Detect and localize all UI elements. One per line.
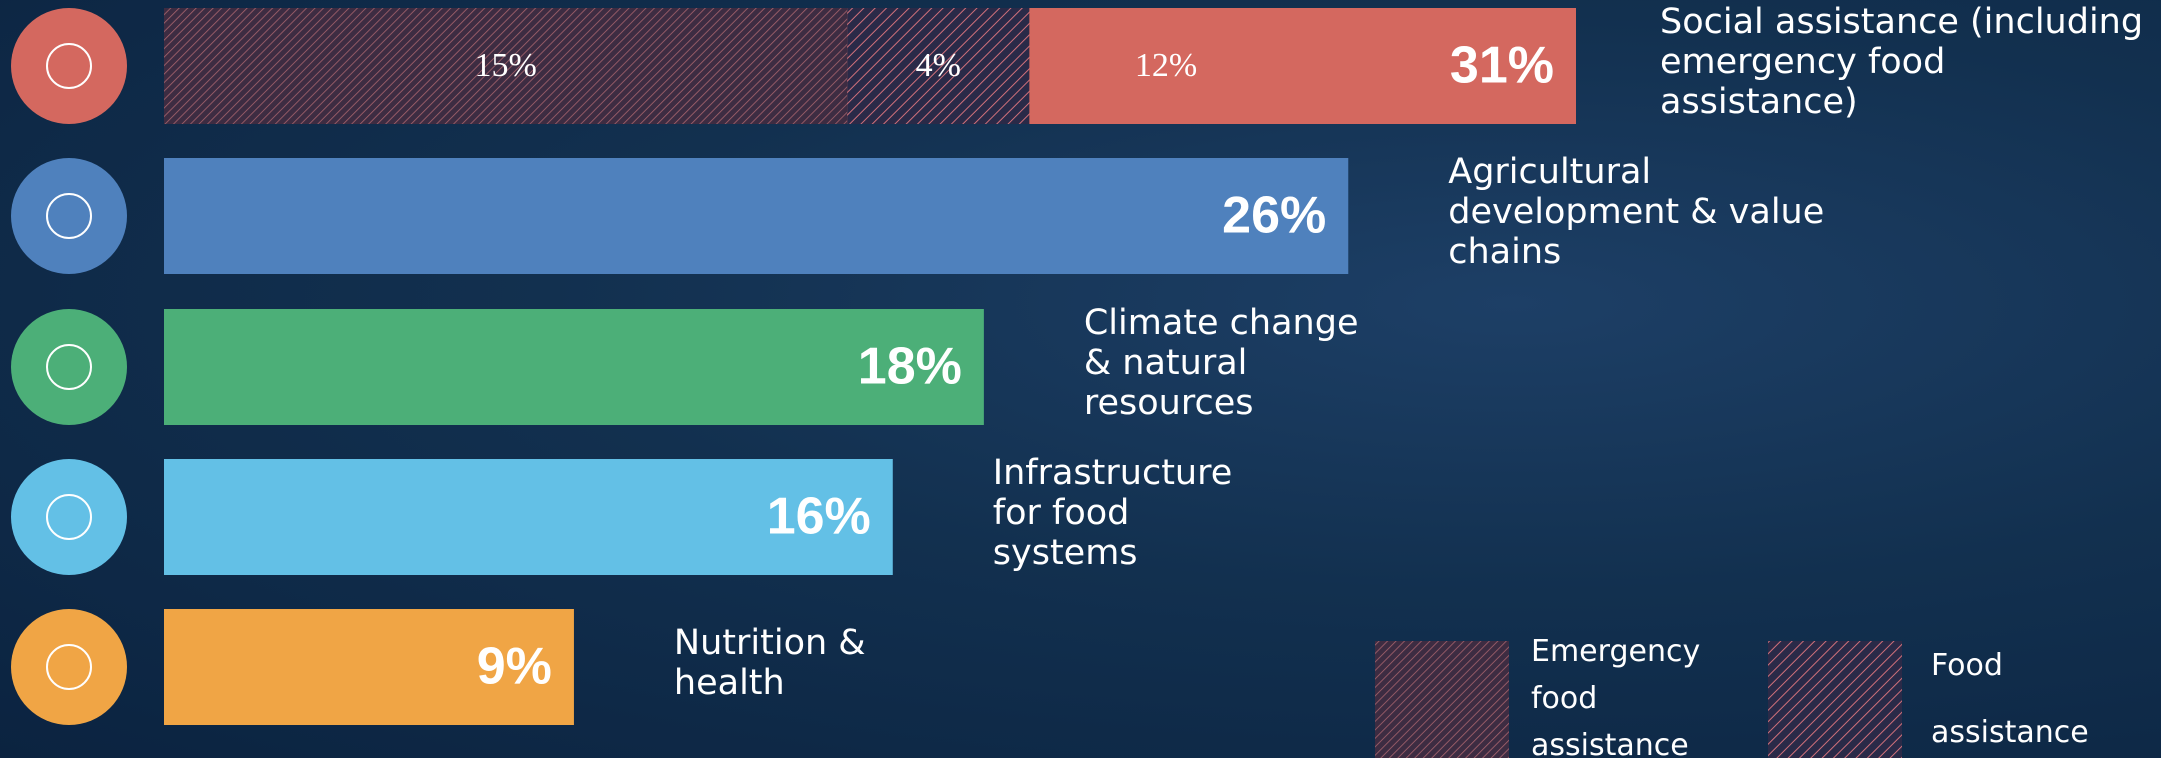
category-icon [11,609,127,725]
legend-swatch [1768,641,1902,758]
category-icon [11,8,127,124]
icon-glyph [46,494,92,540]
bar-segment [164,8,848,124]
legend-swatch [1375,641,1509,758]
bar [164,459,893,575]
segment-label: 12% [1135,47,1197,84]
category-icon [11,459,127,575]
category-label: Climate change & natural resources [1083,303,1359,423]
value-label: 16% [767,488,871,546]
icon-glyph [46,644,92,690]
category-label: Agricultural development & value chains [1448,152,1825,272]
value-label: 18% [858,338,962,396]
segment-label: 15% [474,47,536,84]
segment-label: 4% [916,47,961,84]
legend-label: Emergency food assistance [1531,634,1701,758]
category-icon [11,309,127,425]
value-label: 9% [477,638,552,696]
value-label: 26% [1222,187,1326,245]
bar-segment [847,8,1030,124]
bar [164,609,574,725]
bar-segment [1029,8,1576,124]
bar [164,158,1349,274]
legend-label: Food assistance [1931,648,2089,750]
category-icon [11,158,127,274]
category-label: Social assistance (including emergency f… [1660,2,2144,122]
icon-glyph [46,43,92,89]
category-label: Nutrition & health [673,623,866,703]
icon-glyph [46,344,92,390]
icon-glyph [46,193,92,239]
value-label: 31% [1450,37,1554,95]
category-label: Infrastructure for food systems [992,453,1233,573]
bar [164,309,984,425]
